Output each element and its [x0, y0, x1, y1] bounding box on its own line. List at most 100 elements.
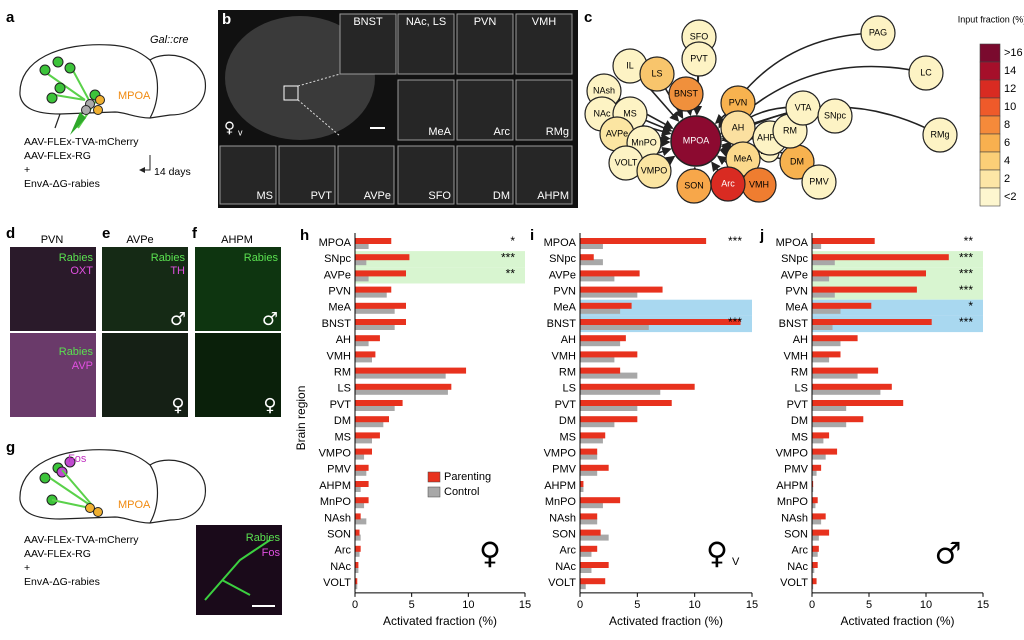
bar [812, 400, 904, 406]
category-label: NAsh [781, 512, 808, 524]
category-label: LS [563, 383, 576, 395]
legend-swatch [979, 115, 1001, 135]
bar [812, 534, 819, 541]
bar [580, 302, 632, 309]
x-axis-label: Activated fraction (%) [840, 614, 954, 628]
x-tick-label: 0 [577, 599, 583, 611]
micrograph [102, 333, 188, 417]
inset-image [196, 525, 282, 615]
panel-label: h [300, 227, 309, 244]
bar [580, 335, 626, 342]
injection-text: AAV-FLEx-RG [24, 150, 91, 162]
sex-symbol: ♀ [479, 537, 501, 572]
bar [812, 367, 879, 374]
node-label: RMg [930, 129, 949, 139]
bar [355, 356, 372, 363]
legend-swatch [979, 43, 1001, 63]
category-label: AH [336, 334, 351, 346]
node-label: PVN [729, 97, 748, 107]
x-tick-label: 5 [634, 599, 640, 611]
category-label: PMV [552, 464, 577, 476]
bar [812, 254, 949, 261]
legend-swatch [979, 79, 1001, 99]
bar [812, 324, 833, 330]
bar [580, 469, 598, 476]
neuron [46, 92, 58, 104]
category-label: MPOA [544, 237, 577, 249]
bar [580, 400, 672, 406]
bar [355, 286, 392, 293]
brain-schematic-a [19, 44, 207, 129]
sex-symbol: ♀ [706, 537, 728, 572]
bar [812, 405, 847, 411]
bar [812, 448, 838, 455]
category-label: MS [792, 431, 809, 443]
legend-swatch [427, 471, 441, 483]
bar [812, 502, 816, 509]
node-label: SFO [690, 31, 709, 41]
category-label: VMH [552, 350, 577, 362]
bar [580, 383, 695, 390]
significance: * [968, 299, 973, 313]
bar [355, 432, 380, 439]
bar [580, 367, 621, 374]
panel-title: AHPM [221, 234, 253, 246]
bar [812, 372, 858, 379]
bar [580, 518, 598, 525]
legend-swatch [979, 187, 1001, 207]
micrograph-tile [515, 145, 573, 205]
tile-label: NAc, LS [406, 16, 446, 28]
legend-label: Control [444, 486, 479, 498]
node-label: MPOA [683, 135, 710, 145]
starter-neuron [93, 105, 103, 115]
region-node [668, 76, 704, 112]
sex-symbol: ♀ [263, 395, 276, 416]
bar [355, 275, 369, 282]
bar [355, 372, 446, 379]
category-label: MnPO [545, 496, 577, 508]
bar [355, 469, 367, 476]
micrograph-tile [456, 79, 514, 141]
tile-label: PVN [474, 16, 497, 28]
legend-label: <2 [1004, 191, 1017, 203]
bar [355, 578, 358, 585]
timeline-arrow [139, 155, 151, 173]
category-label: PMV [327, 464, 352, 476]
node-label: LS [651, 68, 662, 78]
category-label: AHPM [544, 480, 576, 492]
category-label: Arc [335, 545, 352, 557]
significance: *** [728, 315, 742, 329]
category-label: MPOA [776, 237, 809, 249]
region-node [860, 15, 896, 51]
neuron [39, 64, 51, 76]
bar [355, 302, 406, 309]
node-label: AHPM [757, 132, 783, 142]
category-label: SON [327, 529, 351, 541]
node-label: IL [626, 60, 634, 70]
marker: Fos [68, 453, 87, 465]
category-label: BNST [779, 318, 809, 330]
bar [812, 583, 814, 590]
region-node [639, 56, 675, 92]
legend-swatch [979, 133, 1001, 153]
category-label: BNST [547, 318, 577, 330]
significance: *** [728, 234, 742, 248]
category-label: RM [334, 367, 351, 379]
region-label: MPOA [118, 90, 151, 102]
bar [812, 383, 892, 390]
category-label: VOLT [780, 577, 808, 589]
node-label: VMH [749, 179, 769, 189]
stain-label: Rabies [244, 252, 279, 264]
bar [355, 340, 369, 347]
legend-label: >16 [1004, 47, 1023, 59]
panel-label: c [584, 9, 592, 26]
bar [580, 534, 609, 541]
category-label: SNpc [324, 253, 351, 265]
micrograph [195, 247, 281, 331]
bar [355, 388, 448, 395]
bar [580, 497, 621, 504]
bar [580, 481, 584, 487]
category-label: MeA [785, 302, 808, 314]
bar [812, 270, 926, 277]
